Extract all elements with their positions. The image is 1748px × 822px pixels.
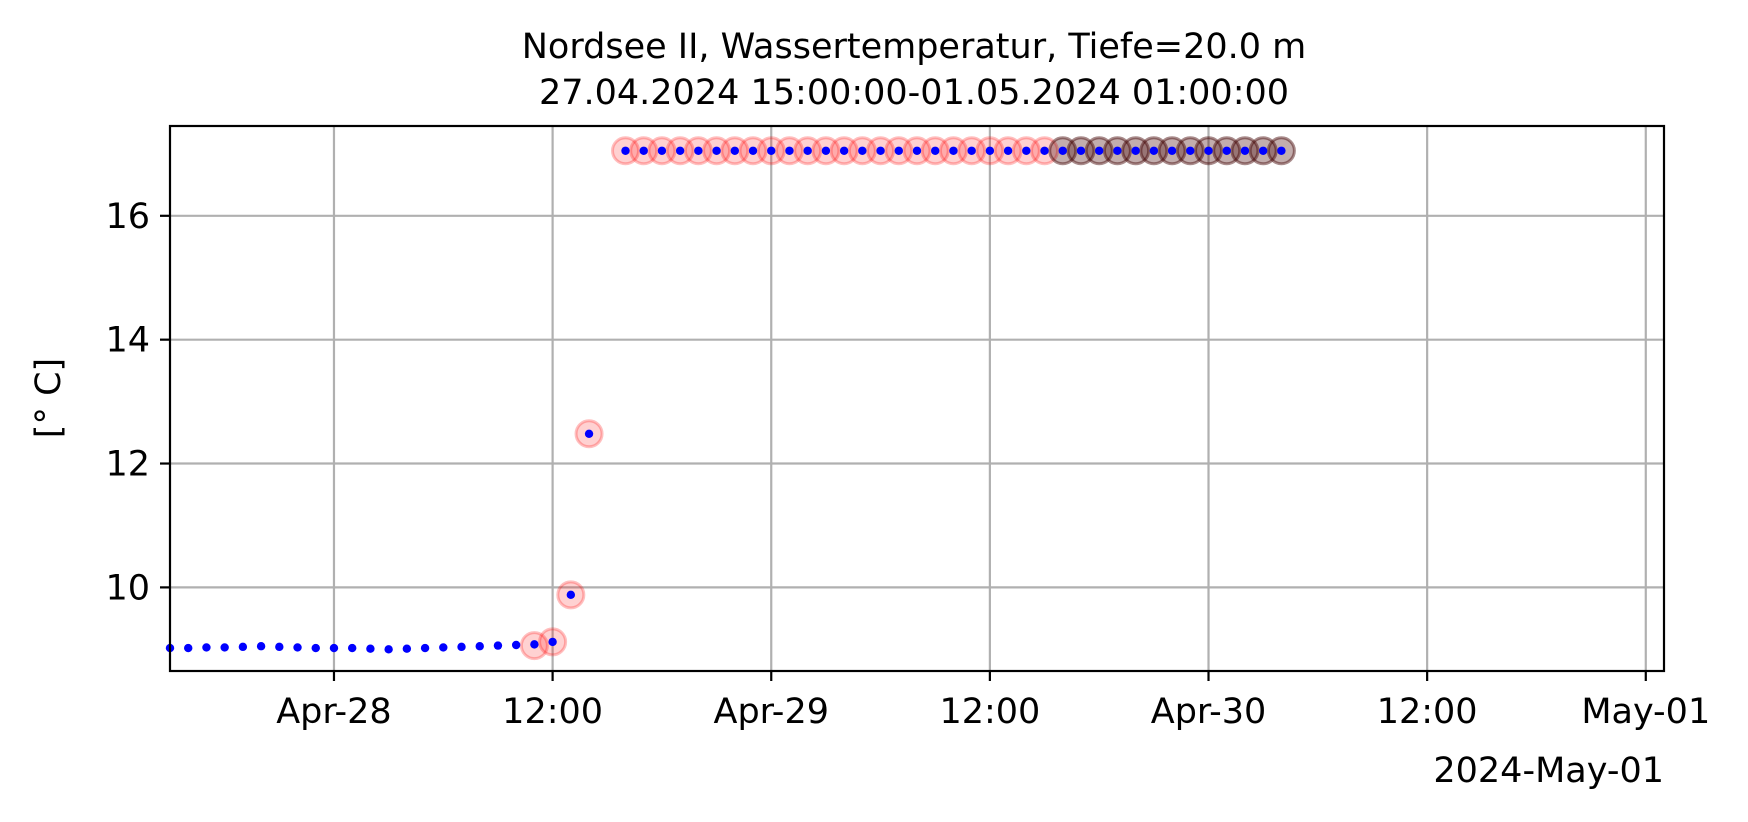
data-point [1204,146,1213,155]
data-point [1167,146,1177,155]
data-point [858,146,867,155]
data-point [1222,146,1231,155]
data-point [275,642,284,652]
data-point [694,146,703,155]
x-tick-label: 12:00 [1377,692,1478,732]
data-point [493,641,503,650]
y-tick-label: 12 [105,445,150,485]
data-point [1094,146,1104,155]
data-point [821,146,831,155]
data-point [730,146,740,155]
x-tick-label: May-01 [1581,692,1710,732]
data-point [1076,146,1086,155]
data-point [949,146,958,155]
data-point [584,429,594,439]
axis-ticks [160,214,1647,681]
data-point [803,146,812,155]
chart-title: Nordsee II, Wassertemperatur, Tiefe=20.0… [522,27,1307,67]
y-tick-label: 16 [105,197,150,237]
data-point [347,643,357,653]
data-points [165,146,1286,654]
data-point [1022,146,1031,155]
date-offset-label: 2024-May-01 [1433,751,1664,791]
data-point [184,643,193,653]
data-point [712,146,721,155]
x-tick-label: 12:00 [502,692,603,732]
data-point [366,644,375,653]
x-tick-label: 12:00 [939,692,1040,732]
data-point [621,146,630,155]
data-point [402,644,412,653]
data-point [1003,146,1013,155]
data-point [1040,146,1049,155]
data-point [293,643,302,652]
data-point [457,642,466,652]
data-point [767,146,776,155]
data-point [839,146,849,155]
data-point [912,146,922,155]
data-point [785,146,794,155]
data-point [748,146,758,155]
data-point [238,642,248,652]
data-point [931,146,940,155]
data-point [1113,146,1122,155]
data-point [256,642,266,651]
data-point [1240,146,1250,155]
data-point [894,146,903,155]
data-point [311,643,320,653]
data-point [1131,146,1140,155]
data-point [1258,146,1268,155]
data-point [439,643,448,652]
data-point [566,590,576,600]
data-point [329,643,339,653]
x-tick-label: Apr-28 [276,692,391,732]
chart-subtitle: 27.04.2024 15:00:00-01.05.2024 01:00:00 [539,73,1289,113]
data-point [1149,146,1159,155]
y-axis-label: [° C] [29,358,69,438]
data-point [985,146,995,155]
data-point [1277,146,1286,155]
grid [170,126,1664,671]
data-point [548,637,557,647]
y-tick-labels: 10 12 14 16 [105,197,150,609]
data-point [876,146,885,155]
data-point [1058,146,1067,155]
data-point [384,645,393,654]
data-point [639,146,648,155]
data-point [967,146,976,155]
data-point [657,146,667,155]
plot-frame [168,124,1666,673]
x-tick-labels: Apr-28 12:00 Apr-29 12:00 Apr-30 12:00 May-01 [276,692,1710,732]
x-tick-label: Apr-30 [1151,692,1266,732]
data-point [675,146,685,155]
data-point [202,643,211,652]
data-point [475,642,484,651]
data-point [420,643,430,653]
data-point [220,643,229,652]
data-point [1186,146,1195,155]
data-point [511,640,521,650]
y-tick-label: 10 [105,568,150,608]
data-point [530,640,539,649]
x-tick-label: Apr-29 [714,692,829,732]
y-tick-label: 14 [105,321,150,361]
